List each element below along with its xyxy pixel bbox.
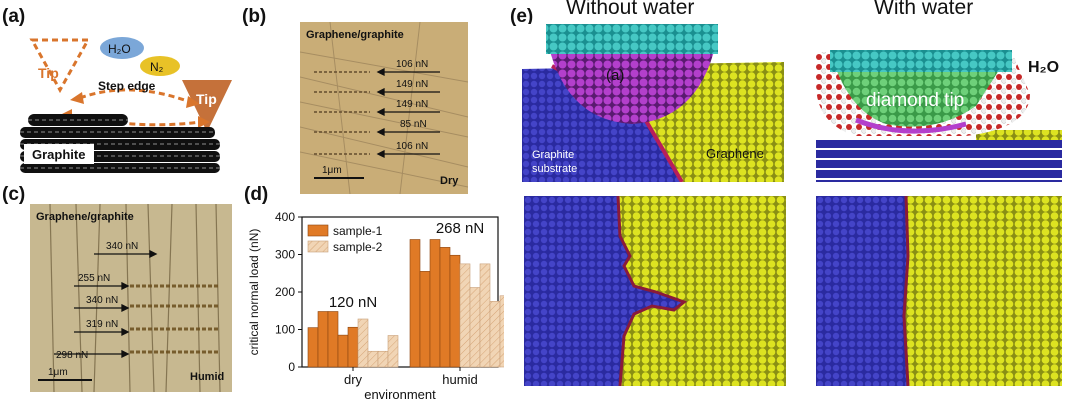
panel-c-load-4: 319 nN xyxy=(86,319,118,330)
graphite-region xyxy=(524,196,684,386)
graphite-region-2 xyxy=(816,196,908,386)
x-axis-label: environment xyxy=(364,387,436,402)
y-tick-label-100: 100 xyxy=(275,323,295,337)
panel-c-load-3: 340 nN xyxy=(86,295,118,306)
bar-dry-sample2-2 xyxy=(377,350,389,368)
panel-c-scale-label: 1μm xyxy=(48,367,68,378)
y-axis-label: critical normal load (nN) xyxy=(247,229,261,356)
panel-b-load-2: 149 nN xyxy=(396,79,428,90)
y-tick-label-0: 0 xyxy=(288,360,295,374)
bar-dry-sample2-1 xyxy=(367,350,379,368)
bar-dry-sample1-0 xyxy=(307,327,319,368)
panel-b-load-3: 149 nN xyxy=(396,99,428,110)
sim-sub-label: (a) xyxy=(606,67,624,84)
sim-with-water-top xyxy=(816,196,1062,386)
graphite-substrate-label-1: Graphite xyxy=(532,149,574,161)
y-tick-label-400: 400 xyxy=(275,210,295,224)
n2-label: N₂ xyxy=(150,60,164,74)
bar-humid-sample1-2 xyxy=(429,239,441,368)
h2o-label: H₂O xyxy=(108,42,131,56)
panel-b-scale-label: 1μm xyxy=(322,165,342,176)
h2o-label-e: H₂O xyxy=(1028,59,1059,76)
panel-b-load-4: 85 nN xyxy=(400,119,427,130)
panel-c-condition: Humid xyxy=(190,371,224,383)
graphite-label: Graphite xyxy=(32,147,85,162)
panel-a-schematic: Graphite Tip Tip H₂O N₂ Step edge xyxy=(20,37,232,173)
legend-label-sample2: sample-2 xyxy=(333,240,383,254)
panel-d-label: (d) xyxy=(244,184,269,205)
panel-b-condition: Dry xyxy=(440,175,459,187)
graphene-label: Graphene xyxy=(706,146,764,161)
legend-swatch-sample1 xyxy=(307,224,329,237)
step-edge-label: Step edge xyxy=(98,79,156,93)
bar-dry-sample2-3 xyxy=(387,335,399,368)
sim-with-water-side: diamond tip H₂O xyxy=(816,24,1062,182)
n2-molecule-icon xyxy=(140,56,180,76)
panel-b-title: Graphene/graphite xyxy=(306,29,404,41)
panel-c-label: (c) xyxy=(2,184,26,205)
tip-left-label: Tip xyxy=(38,65,59,81)
panel-e-title-right: With water xyxy=(874,0,974,19)
bar-humid-sample2-2 xyxy=(479,263,491,368)
panel-b-load-5: 106 nN xyxy=(396,141,428,152)
bar-humid-sample2-3 xyxy=(489,301,501,368)
x-tick-label-dry: dry xyxy=(344,372,363,387)
bar-humid-sample1-0 xyxy=(409,239,421,368)
x-tick-label-humid: humid xyxy=(442,372,477,387)
legend-swatch-sample2 xyxy=(307,240,329,253)
annotation-humid: 268 nN xyxy=(436,220,484,237)
bar-humid-sample1-3 xyxy=(439,247,451,368)
tip-right-label: Tip xyxy=(196,91,217,107)
panel-c-load-1: 340 nN xyxy=(106,241,138,252)
panel-e-label: (e) xyxy=(510,6,534,27)
panel-c-load-5: 298 nN xyxy=(56,350,88,361)
bar-dry-sample1-4 xyxy=(347,326,359,368)
panel-e-title-left: Without water xyxy=(566,0,695,19)
bar-humid-sample2-0 xyxy=(459,263,471,368)
panel-d-chart: 0 100 200 300 400 critical normal load (nN) dr… xyxy=(247,210,504,402)
bar-dry-sample1-2 xyxy=(327,311,339,368)
bar-humid-sample2-1 xyxy=(469,287,481,368)
panel-b-load-1: 106 nN xyxy=(396,59,428,70)
sim-without-water-side: (a) Graphite substrate Graphene xyxy=(522,24,784,182)
panel-c-title: Graphene/graphite xyxy=(36,211,134,223)
panel-b-label: (b) xyxy=(242,6,267,27)
panel-a-label: (a) xyxy=(2,6,26,27)
legend-label-sample1: sample-1 xyxy=(333,224,383,238)
panel-c-afm-image: Graphene/graphite 340 nN 255 nN 340 nN 3… xyxy=(30,204,232,392)
dashed-arrow-upper xyxy=(79,88,191,104)
panel-b-arrows xyxy=(376,67,440,159)
y-tick-label-300: 300 xyxy=(275,248,295,262)
graphite-label-box xyxy=(24,144,94,164)
bar-dry-sample1-1 xyxy=(317,311,329,368)
bar-humid-sample1-4 xyxy=(449,254,461,368)
dashed-tip-shape xyxy=(29,38,91,94)
panel-c-arrows xyxy=(54,249,158,359)
bar-humid-sample2-4 xyxy=(499,295,504,368)
bar-dry-sample1-3 xyxy=(337,334,349,368)
sim-without-water-top xyxy=(524,196,786,386)
solid-tip-shape xyxy=(182,80,232,132)
graphite-substrate-label-2: substrate xyxy=(532,163,577,175)
diamond-tip-label: diamond tip xyxy=(866,90,964,111)
h2o-molecule-icon xyxy=(100,37,144,59)
bar-humid-sample1-1 xyxy=(419,271,431,368)
annotation-dry: 120 nN xyxy=(329,294,377,311)
y-tick-label-200: 200 xyxy=(275,285,295,299)
panel-b-afm-image: Graphene/graphite 106 nN 149 nN 149 nN 8… xyxy=(300,22,468,194)
panel-c-load-2: 255 nN xyxy=(78,273,110,284)
bar-dry-sample2-0 xyxy=(357,318,369,368)
